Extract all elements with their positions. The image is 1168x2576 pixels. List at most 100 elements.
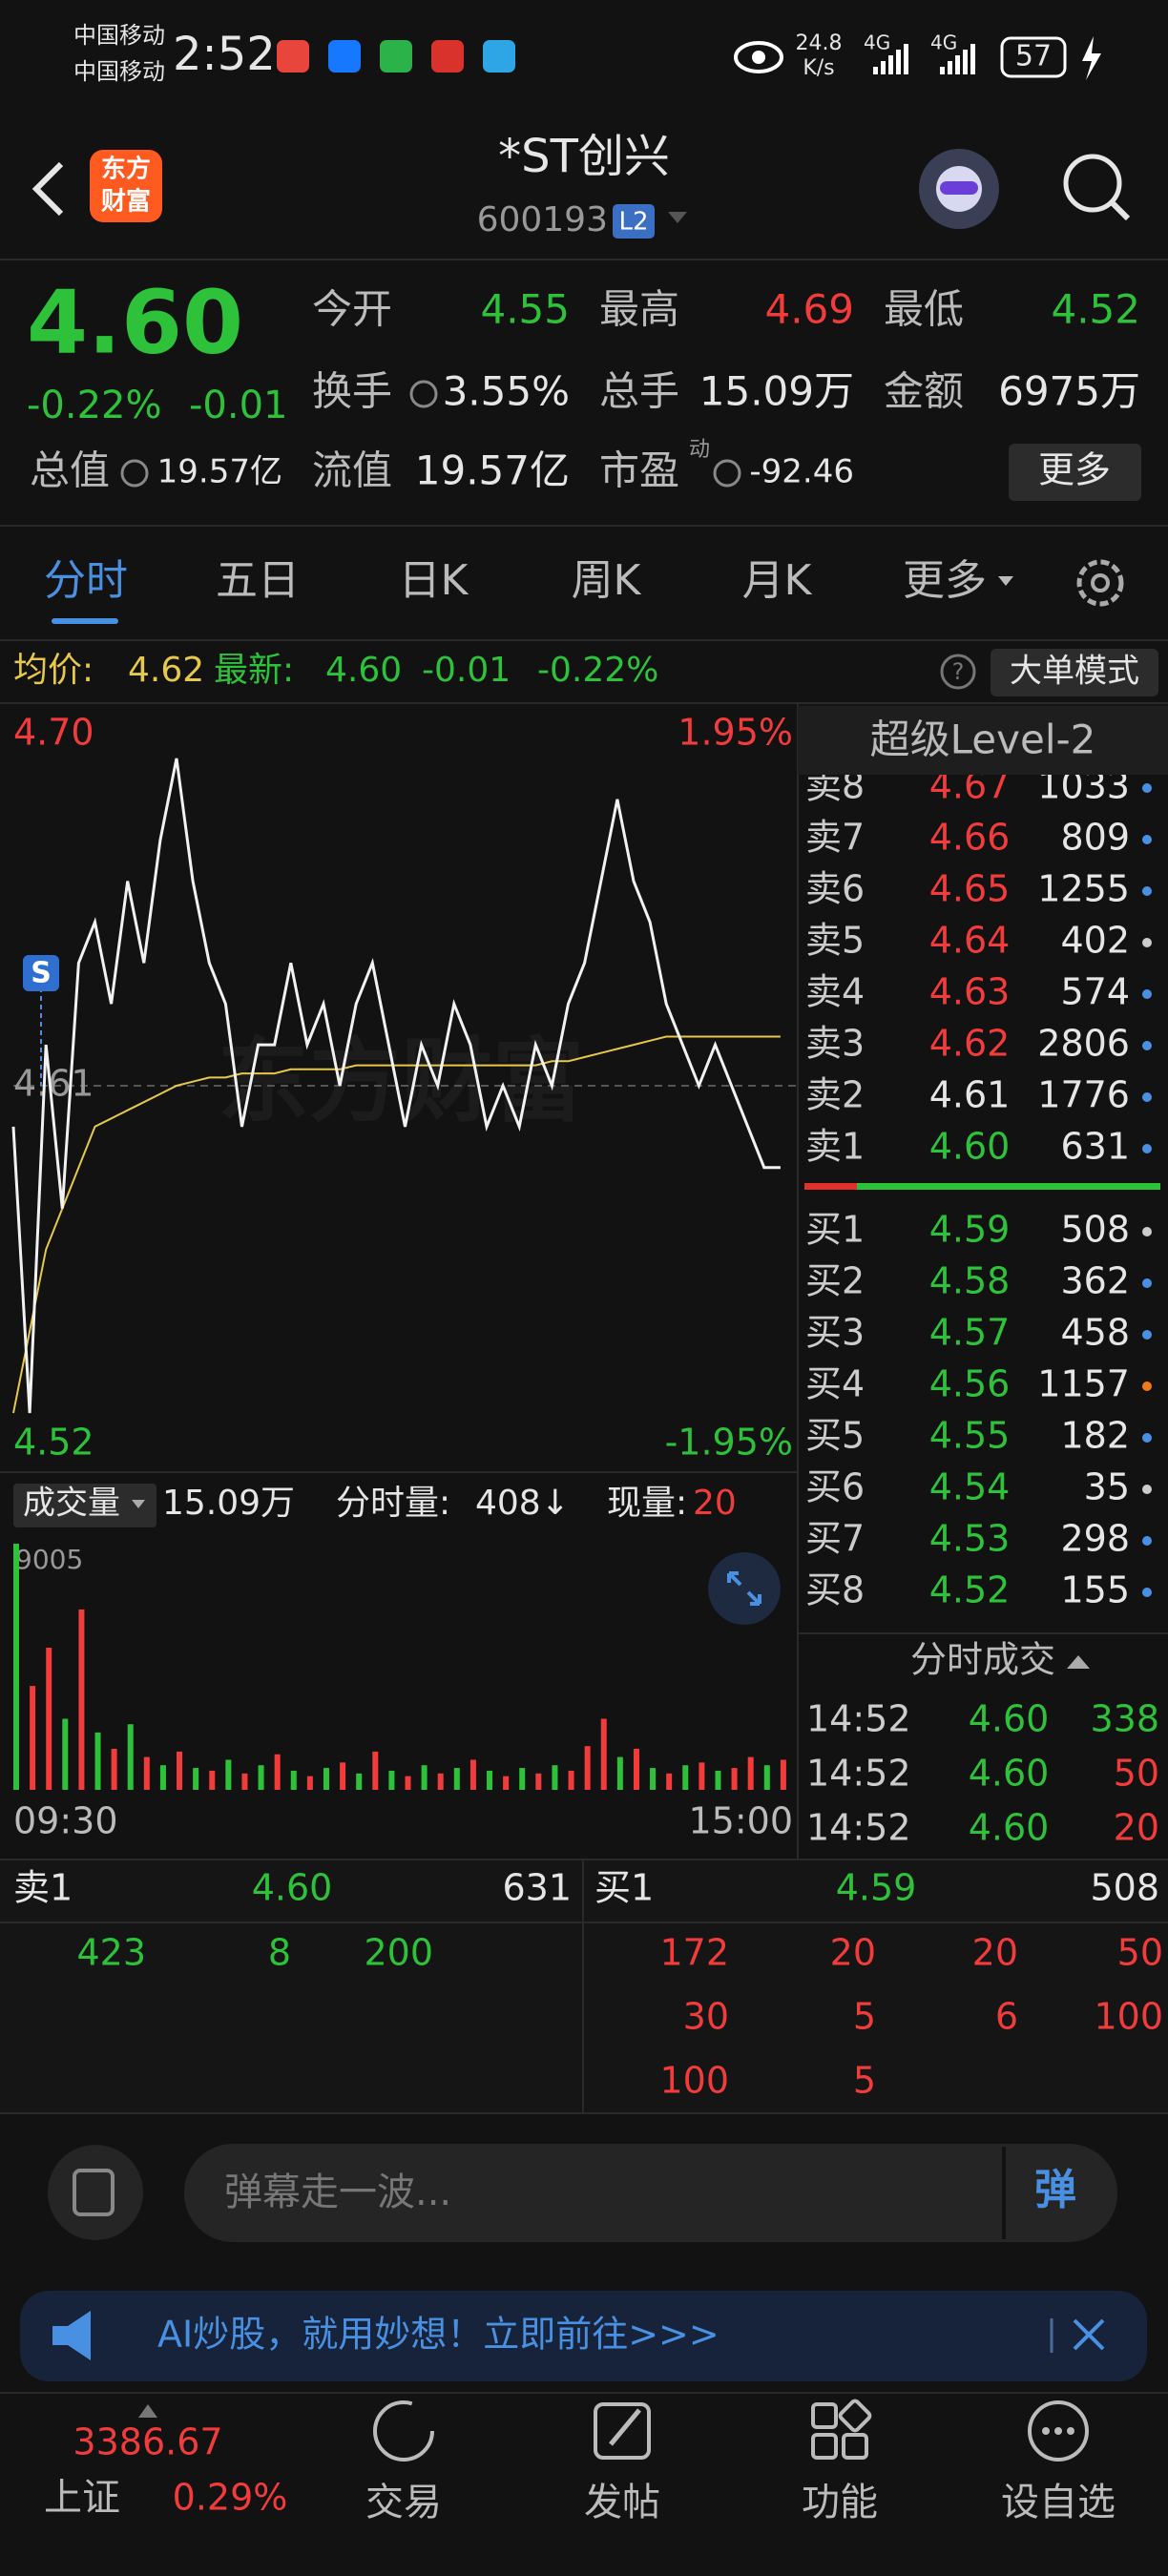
search-button[interactable] bbox=[1063, 154, 1122, 213]
order-price: 4.54 bbox=[929, 1466, 1011, 1508]
index-value[interactable]: 3386.67 bbox=[73, 2421, 222, 2463]
order-label: 买8 bbox=[805, 1569, 865, 1611]
bid-order: 50 bbox=[1117, 1932, 1163, 1974]
volume-bar bbox=[421, 1765, 428, 1790]
volume-total: 15.09万 bbox=[162, 1484, 295, 1523]
trade-price: 4.60 bbox=[969, 1753, 1050, 1795]
volume-bar bbox=[437, 1773, 444, 1790]
app-icon bbox=[431, 40, 464, 73]
signal-bar bbox=[940, 67, 945, 74]
bid-order: 5 bbox=[853, 2060, 876, 2102]
tab[interactable]: 月K bbox=[742, 556, 813, 605]
app-icon bbox=[328, 40, 361, 73]
order-dot bbox=[1142, 989, 1152, 999]
bid-order: 30 bbox=[683, 1996, 729, 2038]
order-book-title: 超级Level-2 bbox=[870, 717, 1096, 763]
volume-bar bbox=[715, 1770, 721, 1790]
network: 4G bbox=[864, 31, 890, 54]
search-button bbox=[1109, 199, 1131, 221]
tab-underline bbox=[52, 618, 118, 624]
nav-item[interactable]: 发帖 bbox=[584, 2481, 660, 2524]
last-price: 4.60 bbox=[27, 271, 243, 373]
big-order-button[interactable]: 大单模式 bbox=[1010, 653, 1139, 691]
field-value: 4.52 bbox=[1051, 286, 1140, 333]
battery: 57 bbox=[1015, 40, 1052, 73]
nav-item[interactable]: 交易 bbox=[365, 2481, 442, 2524]
signal-marker: S bbox=[31, 957, 52, 990]
tab[interactable]: 分时 bbox=[44, 556, 128, 605]
level-badge bbox=[613, 204, 655, 239]
nav-icon bbox=[1028, 2400, 1089, 2462]
dropdown-icon bbox=[998, 576, 1013, 586]
depth-label: 卖1 bbox=[13, 1867, 73, 1909]
order-volume: 2806 bbox=[1037, 1023, 1130, 1065]
trade-volume: 50 bbox=[1114, 1753, 1159, 1795]
back-button[interactable] bbox=[31, 161, 64, 217]
nav-icon bbox=[838, 2399, 872, 2433]
field-value: 6975万 bbox=[998, 368, 1140, 415]
nav-item[interactable]: 功能 bbox=[802, 2481, 878, 2524]
ai-banner[interactable] bbox=[20, 2291, 1147, 2381]
danmaku-settings[interactable] bbox=[48, 2145, 143, 2240]
index-name[interactable]: 上证 bbox=[44, 2476, 120, 2520]
banner-close[interactable] bbox=[1073, 2318, 1105, 2351]
order-dot bbox=[1142, 783, 1152, 793]
order-dot bbox=[1142, 1433, 1152, 1443]
current-volume: 20 bbox=[693, 1484, 737, 1523]
index-arrow bbox=[138, 2404, 157, 2418]
field-label: 总值 bbox=[30, 447, 110, 494]
tab[interactable]: 日K bbox=[399, 556, 469, 605]
y-tick-label: 4.70 bbox=[13, 712, 94, 754]
banner-text[interactable]: AI炒股，就用妙想！立即前往>>> bbox=[157, 2314, 720, 2356]
index-change[interactable]: 0.29% bbox=[173, 2477, 288, 2519]
volume-bar bbox=[323, 1768, 329, 1790]
order-dot bbox=[1142, 1092, 1152, 1102]
order-label: 买4 bbox=[805, 1363, 865, 1405]
danmaku-input[interactable] bbox=[184, 2144, 1117, 2242]
order-dot bbox=[1142, 938, 1152, 947]
help-icon[interactable] bbox=[940, 654, 976, 690]
nav-item[interactable]: 设自选 bbox=[1001, 2481, 1116, 2524]
tab[interactable]: 更多 bbox=[903, 556, 987, 605]
order-label: 买6 bbox=[805, 1466, 865, 1508]
trades-title[interactable]: 分时成交 bbox=[910, 1639, 1055, 1681]
trade-volume: 20 bbox=[1114, 1807, 1159, 1849]
logo-text: 财富 bbox=[101, 187, 151, 217]
order-label: 买7 bbox=[805, 1518, 865, 1560]
order-dot bbox=[1142, 1381, 1152, 1391]
trade-time: 14:52 bbox=[806, 1807, 911, 1849]
watermark: 东方财富 bbox=[218, 1028, 584, 1134]
order-volume: 1255 bbox=[1037, 868, 1130, 910]
price-line bbox=[11, 758, 781, 1414]
order-volume: 1776 bbox=[1037, 1074, 1130, 1116]
y-tick-label: 9005 bbox=[15, 1544, 83, 1575]
tab[interactable]: 周K bbox=[572, 556, 642, 605]
volume-label[interactable]: 成交量 bbox=[23, 1485, 120, 1523]
latest-value: 4.60 bbox=[325, 651, 402, 690]
order-price: 4.64 bbox=[929, 920, 1011, 962]
app-icon bbox=[380, 40, 412, 73]
expand-button[interactable] bbox=[708, 1552, 781, 1625]
volume-bar bbox=[552, 1765, 558, 1790]
volume-selector[interactable] bbox=[13, 1484, 156, 1527]
settings-button[interactable] bbox=[1076, 559, 1124, 607]
y2-tick-label: -1.95% bbox=[665, 1422, 793, 1464]
volume-bar bbox=[763, 1765, 770, 1790]
latest-change: -0.01 bbox=[422, 651, 511, 690]
danmaku-placeholder[interactable]: 弹幕走一波... bbox=[224, 2171, 451, 2214]
tab[interactable]: 五日 bbox=[216, 556, 300, 605]
big-order-button[interactable] bbox=[991, 649, 1158, 696]
order-dot bbox=[1142, 1041, 1152, 1050]
order-dot bbox=[1142, 1144, 1152, 1153]
order-volume: 402 bbox=[1060, 920, 1130, 962]
more-button[interactable] bbox=[1009, 444, 1141, 501]
level-badge: L2 bbox=[618, 208, 648, 237]
dropdown-icon[interactable] bbox=[668, 212, 687, 223]
order-book-ratio bbox=[857, 1183, 1160, 1190]
y-tick-label: 4.61 bbox=[13, 1063, 94, 1105]
danmaku-send[interactable]: 弹 bbox=[1034, 2166, 1076, 2214]
x-tick-label: 09:30 bbox=[13, 1800, 118, 1842]
order-dot bbox=[1142, 1330, 1152, 1340]
volume-bar bbox=[159, 1765, 166, 1790]
more-button[interactable]: 更多 bbox=[1038, 449, 1111, 491]
